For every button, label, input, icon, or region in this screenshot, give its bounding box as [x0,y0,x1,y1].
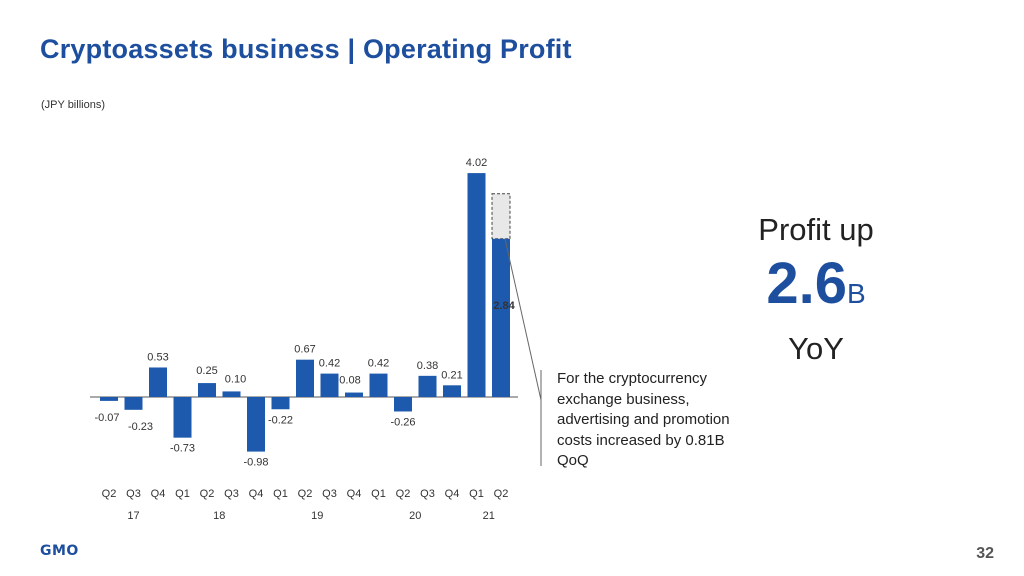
x-tick-label: Q3 [322,488,337,500]
data-label: -0.23 [128,421,153,433]
bar [320,373,339,397]
x-tick-label: Q4 [445,488,460,500]
data-label: 0.42 [368,358,389,370]
bar [222,391,241,397]
x-year-label: 18 [213,510,225,522]
data-label: 0.25 [196,365,217,377]
data-label: 4.02 [466,157,487,169]
unit-label: (JPY billions) [41,99,105,111]
data-label: 0.53 [147,351,168,363]
bar [173,397,192,438]
data-label: -0.22 [268,414,293,426]
profit-highlight: Profit up 2.6B YoY [716,210,916,369]
highlight-unit: B [846,278,866,309]
callout-text: For the cryptocurrency exchange business… [557,370,730,469]
data-label: 2.84 [493,300,515,312]
bar [271,397,290,410]
highlight-value: 2.6 [766,251,847,316]
bar [345,392,363,397]
bar [443,385,461,397]
x-year-label: 20 [409,510,421,522]
x-tick-label: Q4 [249,488,264,500]
x-tick-label: Q3 [420,488,435,500]
x-tick-label: Q1 [175,488,190,500]
x-tick-label: Q1 [273,488,288,500]
bar [369,373,388,397]
bar [418,375,437,397]
x-year-label: 19 [311,510,323,522]
bar [124,397,143,410]
highlight-line1: Profit up [758,212,874,247]
bar [247,397,265,452]
page-number: 32 [976,545,994,562]
data-label: -0.73 [170,443,195,455]
data-label: 0.67 [294,344,315,356]
data-label: 0.10 [225,373,246,385]
data-label: 0.38 [417,360,438,372]
bar [492,238,510,397]
bar [100,397,118,401]
gmo-logo: GMO [40,543,79,559]
x-tick-label: Q1 [371,488,386,500]
increase-box [491,193,511,240]
highlight-line3: YoY [788,331,844,366]
x-tick-label: Q3 [224,488,239,500]
x-tick-label: Q3 [126,488,141,500]
x-tick-label: Q2 [102,488,117,500]
x-tick-label: Q2 [494,488,509,500]
data-label: 0.42 [319,358,340,370]
x-tick-label: Q4 [347,488,362,500]
bar [296,359,314,397]
data-label: 0.08 [339,375,360,387]
x-year-label: 17 [127,510,139,522]
data-label: -0.07 [94,412,119,424]
bar [149,367,167,397]
x-tick-label: Q1 [469,488,484,500]
x-tick-label: Q4 [151,488,166,500]
x-tick-label: Q2 [298,488,313,500]
data-label: -0.26 [390,416,415,428]
bar [198,383,216,397]
highlight-value-row: 2.6B [716,255,916,327]
bar [467,173,486,397]
x-year-label: 21 [483,510,495,522]
data-label: 0.21 [441,369,462,381]
x-tick-label: Q2 [396,488,411,500]
callout-connector [504,238,542,401]
x-tick-label: Q2 [200,488,215,500]
slide-title: Cryptoassets business | Operating Profit [40,34,572,64]
bar [394,397,412,412]
data-label: -0.98 [243,457,268,469]
